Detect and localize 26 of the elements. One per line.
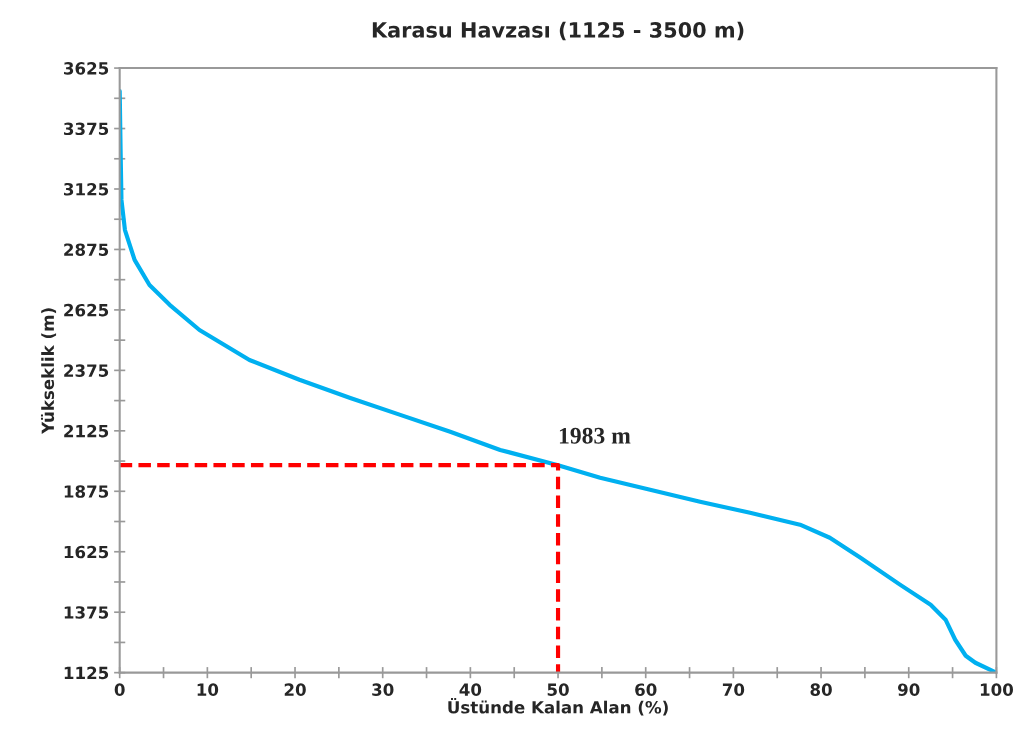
x-tick-label: 60 (635, 683, 657, 696)
y-tick-label: 3625 (64, 62, 109, 75)
x-tick-label: 70 (722, 683, 745, 696)
y-tick-label: 2125 (64, 424, 109, 438)
annotation: 1983 m (559, 427, 631, 444)
y-tick-label: 3125 (64, 182, 109, 196)
x-tick-label: 0 (114, 683, 125, 696)
y-tick-label: 1125 (64, 666, 109, 680)
x-tick-label: 10 (197, 683, 219, 696)
x-tick-label: 30 (372, 683, 394, 696)
y-tick-label: 3375 (64, 122, 109, 136)
x-tick-label: 40 (459, 683, 482, 696)
x-tick-label: 90 (898, 683, 920, 696)
y-tick-label: 2875 (64, 243, 109, 257)
y-tick-label: 2625 (64, 303, 109, 317)
x-tick-label: 50 (547, 683, 569, 696)
x-axis-title: Üstünde Kalan Alan (%) (448, 697, 668, 716)
y-tick-label: 1875 (64, 485, 109, 498)
y-tick-label: 1625 (64, 545, 109, 559)
chart-title: Karasu Havzası (1125 - 3500 m) (372, 21, 744, 41)
y-axis-title: Yükseklik (m) (40, 308, 57, 435)
y-tick-label: 1375 (64, 606, 109, 619)
y-tick-label: 2375 (64, 364, 109, 377)
x-tick-label: 80 (810, 683, 832, 696)
x-tick-label: 20 (284, 683, 306, 696)
x-tick-label: 100 (980, 683, 1013, 696)
